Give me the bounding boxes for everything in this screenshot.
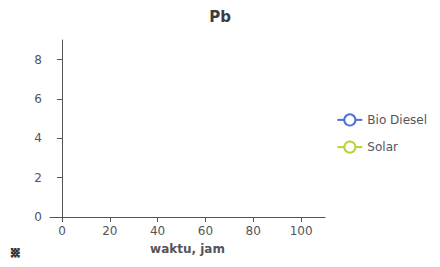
svg-text:0: 0 [34,210,42,224]
svg-text:20: 20 [102,224,117,238]
svg-text:6: 6 [34,92,42,106]
svg-text:2: 2 [34,171,42,185]
svg-text:4: 4 [34,131,42,145]
svg-text:␧: ␧ [10,242,21,263]
svg-text:Pb: Pb [209,8,231,26]
svg-text:Bio Diesel: Bio Diesel [367,113,427,127]
svg-text:waktu, jam: waktu, jam [150,242,225,256]
svg-text:40: 40 [150,224,165,238]
svg-text:8: 8 [34,53,42,67]
svg-text:Solar: Solar [367,140,398,154]
svg-text:0: 0 [58,224,66,238]
svg-text:100: 100 [290,224,313,238]
svg-text:80: 80 [246,224,261,238]
svg-text:60: 60 [198,224,213,238]
